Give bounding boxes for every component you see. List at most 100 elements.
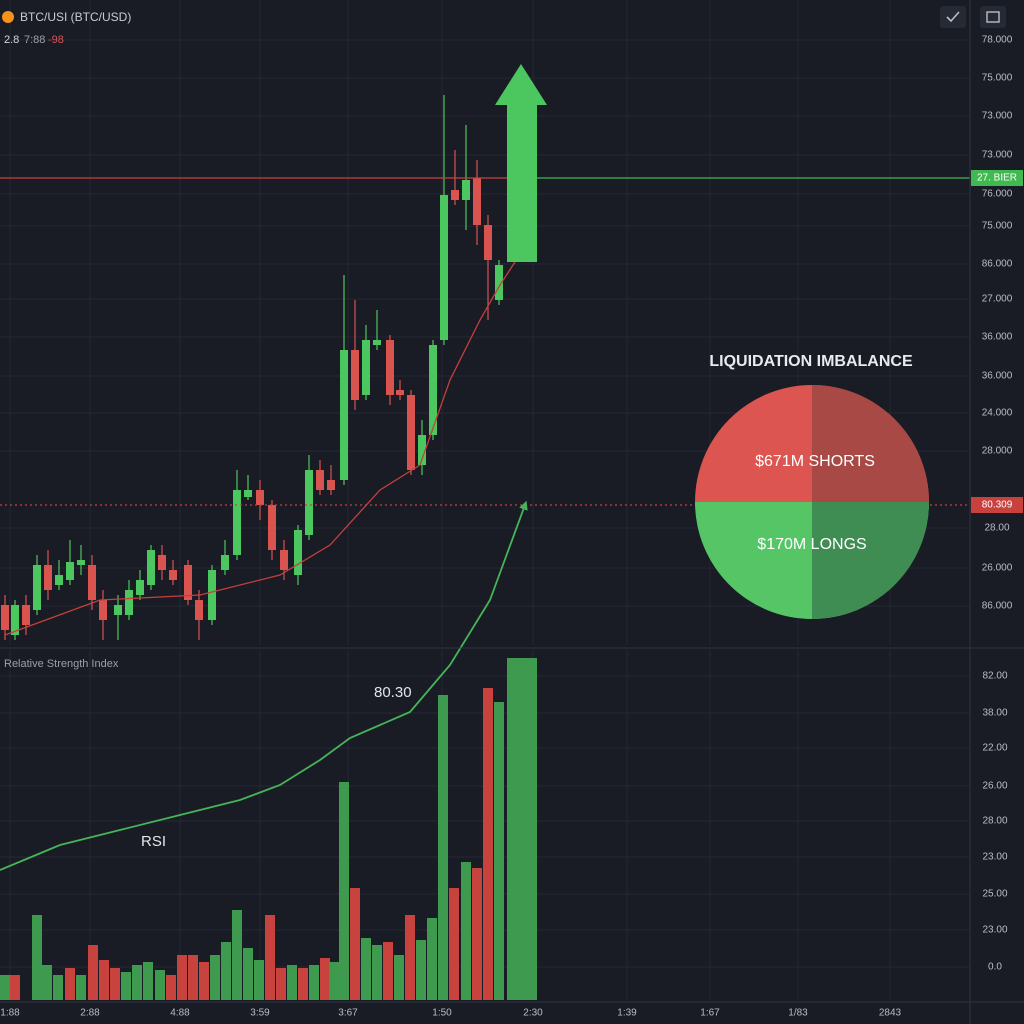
y-tick-label: 78.000 (982, 35, 1013, 46)
rsi-label: RSI (141, 833, 166, 850)
volume-bar (329, 962, 339, 1000)
volume-bar (53, 975, 63, 1000)
y-tick-label: 73.000 (982, 150, 1013, 161)
volume-bar (405, 915, 415, 1000)
volume-bar (483, 688, 493, 1000)
candle-body (244, 490, 252, 497)
volume-bar (461, 862, 471, 1000)
volume-bar (121, 972, 131, 1000)
candle-body (136, 580, 144, 595)
volume-bar (416, 940, 426, 1000)
candle-body (440, 195, 448, 340)
volume-bar (287, 965, 297, 1000)
price-level-tag (971, 497, 1023, 513)
volume-bar (243, 948, 253, 1000)
candle-body (158, 555, 166, 570)
volume-bar (254, 960, 264, 1000)
x-tick-label: 1:88 (0, 1008, 20, 1019)
volume-bar (0, 975, 10, 1000)
candle-body (373, 340, 381, 345)
y-tick-label: 86.000 (982, 601, 1013, 612)
volume-bar (438, 695, 448, 1000)
candle-body (462, 180, 470, 200)
axis-labels: 78.000 75.000 73.000 73.000 76.000 75.000 86.0… (0, 35, 1023, 1019)
shorts-shade (812, 385, 929, 502)
liquidation-title: LIQUIDATION IMBALANCE (709, 353, 913, 370)
volume-bar (394, 955, 404, 1000)
candle-body (396, 390, 404, 395)
volume-bar (99, 960, 109, 1000)
volume-bar (507, 658, 537, 1000)
price-level-tag (971, 170, 1023, 186)
candle-body (77, 560, 85, 565)
volume-bar (32, 915, 42, 1000)
volume-bar (65, 968, 75, 1000)
readout-value: 7:88 (24, 34, 45, 46)
y-tick-label: 26.00 (982, 781, 1007, 792)
breakout-arrow (495, 64, 547, 262)
y-tick-label: 36.000 (982, 371, 1013, 382)
candle-body (233, 490, 241, 555)
y-tick-label: 36.000 (982, 332, 1013, 343)
x-tick-label: 2:30 (523, 1008, 543, 1019)
candle-body (495, 265, 503, 300)
volume-bar (177, 955, 187, 1000)
candle-body (147, 550, 155, 585)
volume-bar (221, 942, 231, 1000)
check-icon (946, 11, 960, 23)
candle-body (429, 345, 437, 435)
menu-button[interactable] (980, 6, 1006, 28)
line (4, 261, 516, 636)
y-tick-label: 86.000 (982, 259, 1013, 270)
x-tick-label: 3:59 (250, 1008, 270, 1019)
bitcoin-icon (2, 11, 14, 23)
candle-body (340, 350, 348, 480)
check-button[interactable] (940, 6, 966, 28)
volume-bar (339, 782, 349, 1000)
volume-bar (232, 910, 242, 1000)
candle-body (362, 340, 370, 395)
candle-body (386, 340, 394, 395)
y-tick-label: 75.000 (982, 73, 1013, 84)
candle-body (55, 575, 63, 585)
y-tick-label: 82.00 (982, 671, 1007, 682)
candle-body (294, 530, 302, 575)
readout-value: 2.8 (4, 34, 19, 46)
candle-body (44, 565, 52, 590)
candle-body (22, 605, 30, 625)
y-tick-label: 26.000 (982, 563, 1013, 574)
candle-body (99, 600, 107, 620)
candle-body (268, 505, 276, 550)
candle-body (195, 600, 203, 620)
volume-bar (361, 938, 371, 1000)
marks (0, 95, 970, 1000)
volume-bar (265, 915, 275, 1000)
candle-body (11, 605, 19, 635)
longs-label: $170M LONGS (757, 536, 866, 553)
y-tick-label: 38.00 (982, 708, 1007, 719)
candle-body (484, 225, 492, 260)
candle-body (418, 435, 426, 465)
y-tick-label: 28.00 (984, 523, 1009, 534)
volume-bar (166, 975, 176, 1000)
candle-body (473, 178, 481, 225)
volume-bar (494, 702, 504, 1000)
candle-body (1, 605, 9, 630)
y-tick-label: 25.00 (982, 889, 1007, 900)
shorts-label: $671M SHORTS (755, 453, 875, 470)
volume-bar (42, 965, 52, 1000)
x-tick-label: 2843 (879, 1008, 902, 1019)
candle-body (256, 490, 264, 505)
candle-body (169, 570, 177, 580)
y-tick-label: 22.00 (982, 743, 1007, 754)
x-tick-label: 4:88 (170, 1008, 190, 1019)
candle-body (208, 570, 216, 620)
volume-bar (449, 888, 459, 1000)
y-tick-label: 23.00 (982, 852, 1007, 863)
y-tick-label: 0.0 (988, 962, 1002, 973)
y-tick-label: 28.000 (982, 446, 1013, 457)
longs-shade (812, 502, 929, 619)
volume-bar (320, 958, 330, 1000)
candle-body (66, 562, 74, 580)
